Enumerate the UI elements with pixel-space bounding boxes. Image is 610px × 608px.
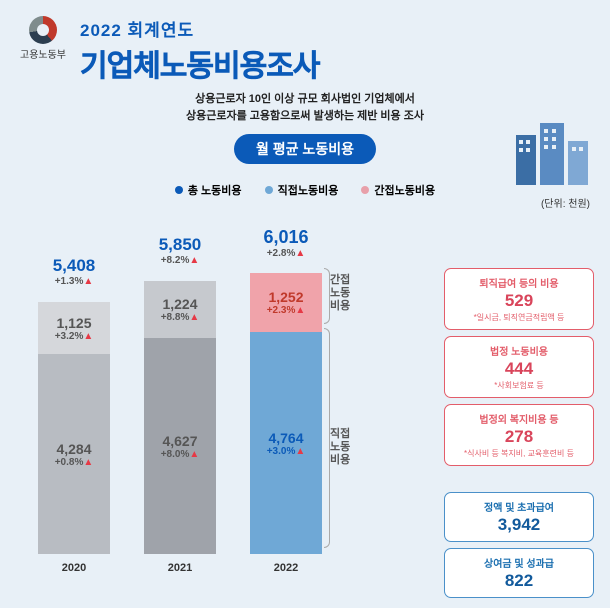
- side-cards: 퇴직급여 등의 비용529*일시금, 퇴직연금적립액 등법정 노동비용444*사…: [444, 268, 594, 598]
- main-title: 기업체노동비용조사: [80, 41, 590, 85]
- card-note: *식사비 등 복지비, 교육훈련비 등: [451, 448, 587, 459]
- bar-2020: 5,408+1.3%▲1,125+3.2%▲4,284+0.8%▲: [38, 302, 110, 554]
- bar-chart: 5,408+1.3%▲1,125+3.2%▲4,284+0.8%▲20205,8…: [28, 238, 368, 578]
- pre-title: 2022 회계연도: [80, 16, 590, 41]
- annotation-label: 직접노동비용: [330, 428, 350, 468]
- year-label: 2021: [144, 562, 216, 574]
- side-card-blue: 정액 및 초과급여3,942: [444, 492, 594, 542]
- ministry-logo: 고용노동부: [20, 16, 66, 61]
- bar-total-label: 5,408+1.3%▲: [38, 256, 110, 287]
- bar-2022: 6,016+2.8%▲1,252+2.3%▲4,764+3.0%▲: [250, 273, 322, 554]
- subtitle: 상용근로자 10인 이상 규모 회사법인 기업체에서 상용근로자를 고용함으로써…: [20, 91, 590, 124]
- card-value: 278: [451, 427, 587, 447]
- side-card-blue: 상여금 및 성과급822: [444, 548, 594, 598]
- year-label: 2020: [38, 562, 110, 574]
- side-card-red: 법정외 복지비용 등278*식사비 등 복지비, 교육훈련비 등: [444, 404, 594, 466]
- card-value: 444: [451, 359, 587, 379]
- legend-label: 총 노동비용: [188, 182, 242, 198]
- bar-total-label: 6,016+2.8%▲: [250, 227, 322, 259]
- card-note: *일시금, 퇴직연금적립액 등: [451, 312, 587, 323]
- bar-segment: 4,627+8.0%▲: [144, 338, 216, 554]
- year-label: 2022: [250, 562, 322, 574]
- legend-dot: [175, 186, 183, 194]
- legend-item-indirect: 간접노동비용: [361, 182, 435, 198]
- annotation-label: 간접노동비용: [330, 274, 350, 314]
- card-title: 상여금 및 성과급: [451, 555, 587, 570]
- side-card-red: 퇴직급여 등의 비용529*일시금, 퇴직연금적립액 등: [444, 268, 594, 330]
- bar-2021: 5,850+8.2%▲1,224+8.8%▲4,627+8.0%▲: [144, 281, 216, 554]
- card-value: 822: [451, 571, 587, 591]
- bar-segment: 1,224+8.8%▲: [144, 281, 216, 338]
- legend-item-total: 총 노동비용: [175, 182, 242, 198]
- card-title: 법정 노동비용: [451, 343, 587, 358]
- card-title: 퇴직급여 등의 비용: [451, 275, 587, 290]
- logo-row: 고용노동부 2022 회계연도 기업체노동비용조사: [20, 16, 590, 85]
- logo-icon: [29, 16, 57, 44]
- card-value: 3,942: [451, 515, 587, 535]
- card-note: *사회보험료 등: [451, 380, 587, 391]
- subtitle-line2: 상용근로자를 고용함으로써 발생하는 제반 비용 조사: [20, 108, 590, 125]
- legend-item-direct: 직접노동비용: [265, 182, 339, 198]
- bar-segment: 1,125+3.2%▲: [38, 302, 110, 354]
- buildings-icon: [506, 115, 596, 185]
- legend-dot: [265, 186, 273, 194]
- legend-label: 간접노동비용: [374, 182, 435, 198]
- title-block: 2022 회계연도 기업체노동비용조사: [80, 16, 590, 85]
- bar-total-label: 5,850+8.2%▲: [144, 235, 216, 266]
- side-card-red: 법정 노동비용444*사회보험료 등: [444, 336, 594, 398]
- bar-segment: 4,764+3.0%▲: [250, 332, 322, 554]
- legend-dot: [361, 186, 369, 194]
- bar-segment: 4,284+0.8%▲: [38, 354, 110, 554]
- unit-label: (단위: 천원): [541, 195, 590, 210]
- bar-segment: 1,252+2.3%▲: [250, 273, 322, 332]
- section-pill: 월 평균 노동비용: [234, 134, 376, 164]
- card-value: 529: [451, 291, 587, 311]
- card-title: 정액 및 초과급여: [451, 499, 587, 514]
- logo-label: 고용노동부: [20, 46, 66, 61]
- legend-label: 직접노동비용: [278, 182, 339, 198]
- card-title: 법정외 복지비용 등: [451, 411, 587, 426]
- subtitle-line1: 상용근로자 10인 이상 규모 회사법인 기업체에서: [20, 91, 590, 108]
